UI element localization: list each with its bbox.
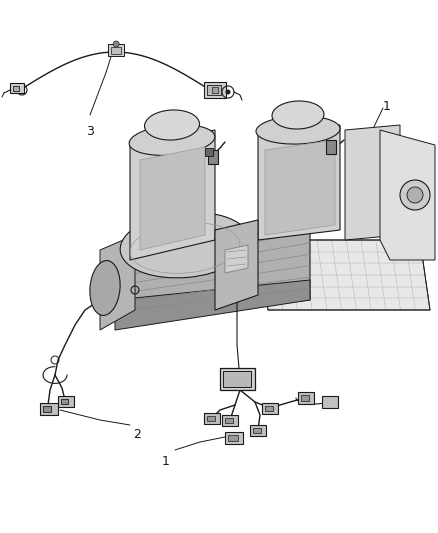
- Text: 1: 1: [162, 455, 170, 468]
- FancyBboxPatch shape: [298, 392, 314, 404]
- FancyBboxPatch shape: [225, 418, 233, 423]
- Polygon shape: [265, 140, 335, 235]
- FancyBboxPatch shape: [265, 406, 273, 411]
- FancyBboxPatch shape: [204, 82, 226, 98]
- FancyBboxPatch shape: [326, 140, 336, 154]
- Polygon shape: [345, 125, 400, 240]
- Circle shape: [20, 87, 25, 93]
- FancyBboxPatch shape: [322, 396, 338, 408]
- Polygon shape: [380, 130, 435, 260]
- FancyBboxPatch shape: [262, 403, 278, 414]
- Circle shape: [168, 121, 176, 129]
- FancyBboxPatch shape: [205, 148, 213, 156]
- FancyBboxPatch shape: [212, 87, 218, 93]
- FancyBboxPatch shape: [61, 399, 68, 404]
- FancyBboxPatch shape: [10, 83, 24, 93]
- Ellipse shape: [90, 261, 120, 316]
- Ellipse shape: [272, 101, 324, 129]
- FancyBboxPatch shape: [58, 396, 74, 407]
- FancyBboxPatch shape: [111, 47, 121, 54]
- FancyBboxPatch shape: [208, 150, 218, 164]
- Ellipse shape: [256, 116, 340, 144]
- Polygon shape: [215, 220, 258, 310]
- FancyBboxPatch shape: [204, 413, 220, 424]
- FancyBboxPatch shape: [301, 395, 309, 401]
- Polygon shape: [100, 235, 135, 330]
- Text: 3: 3: [86, 125, 94, 138]
- Circle shape: [113, 41, 119, 47]
- Polygon shape: [140, 147, 205, 250]
- Polygon shape: [258, 125, 340, 240]
- Polygon shape: [130, 130, 215, 260]
- Polygon shape: [115, 280, 310, 330]
- FancyBboxPatch shape: [222, 415, 238, 426]
- FancyBboxPatch shape: [13, 86, 19, 91]
- Circle shape: [400, 180, 430, 210]
- FancyBboxPatch shape: [43, 406, 51, 412]
- Polygon shape: [115, 220, 310, 320]
- Circle shape: [294, 111, 301, 118]
- FancyBboxPatch shape: [108, 44, 124, 56]
- Text: 2: 2: [133, 428, 141, 441]
- FancyBboxPatch shape: [40, 403, 58, 415]
- FancyBboxPatch shape: [228, 435, 238, 441]
- Ellipse shape: [129, 125, 215, 156]
- FancyBboxPatch shape: [207, 85, 221, 95]
- Text: 1: 1: [383, 100, 391, 113]
- FancyBboxPatch shape: [225, 432, 243, 444]
- FancyBboxPatch shape: [253, 428, 261, 433]
- FancyBboxPatch shape: [207, 416, 215, 421]
- Circle shape: [226, 90, 230, 94]
- FancyBboxPatch shape: [223, 371, 251, 387]
- Ellipse shape: [120, 212, 250, 278]
- Polygon shape: [258, 240, 430, 310]
- Circle shape: [407, 187, 423, 203]
- Ellipse shape: [145, 110, 199, 140]
- Polygon shape: [225, 245, 248, 273]
- FancyBboxPatch shape: [220, 368, 255, 390]
- FancyBboxPatch shape: [250, 425, 266, 436]
